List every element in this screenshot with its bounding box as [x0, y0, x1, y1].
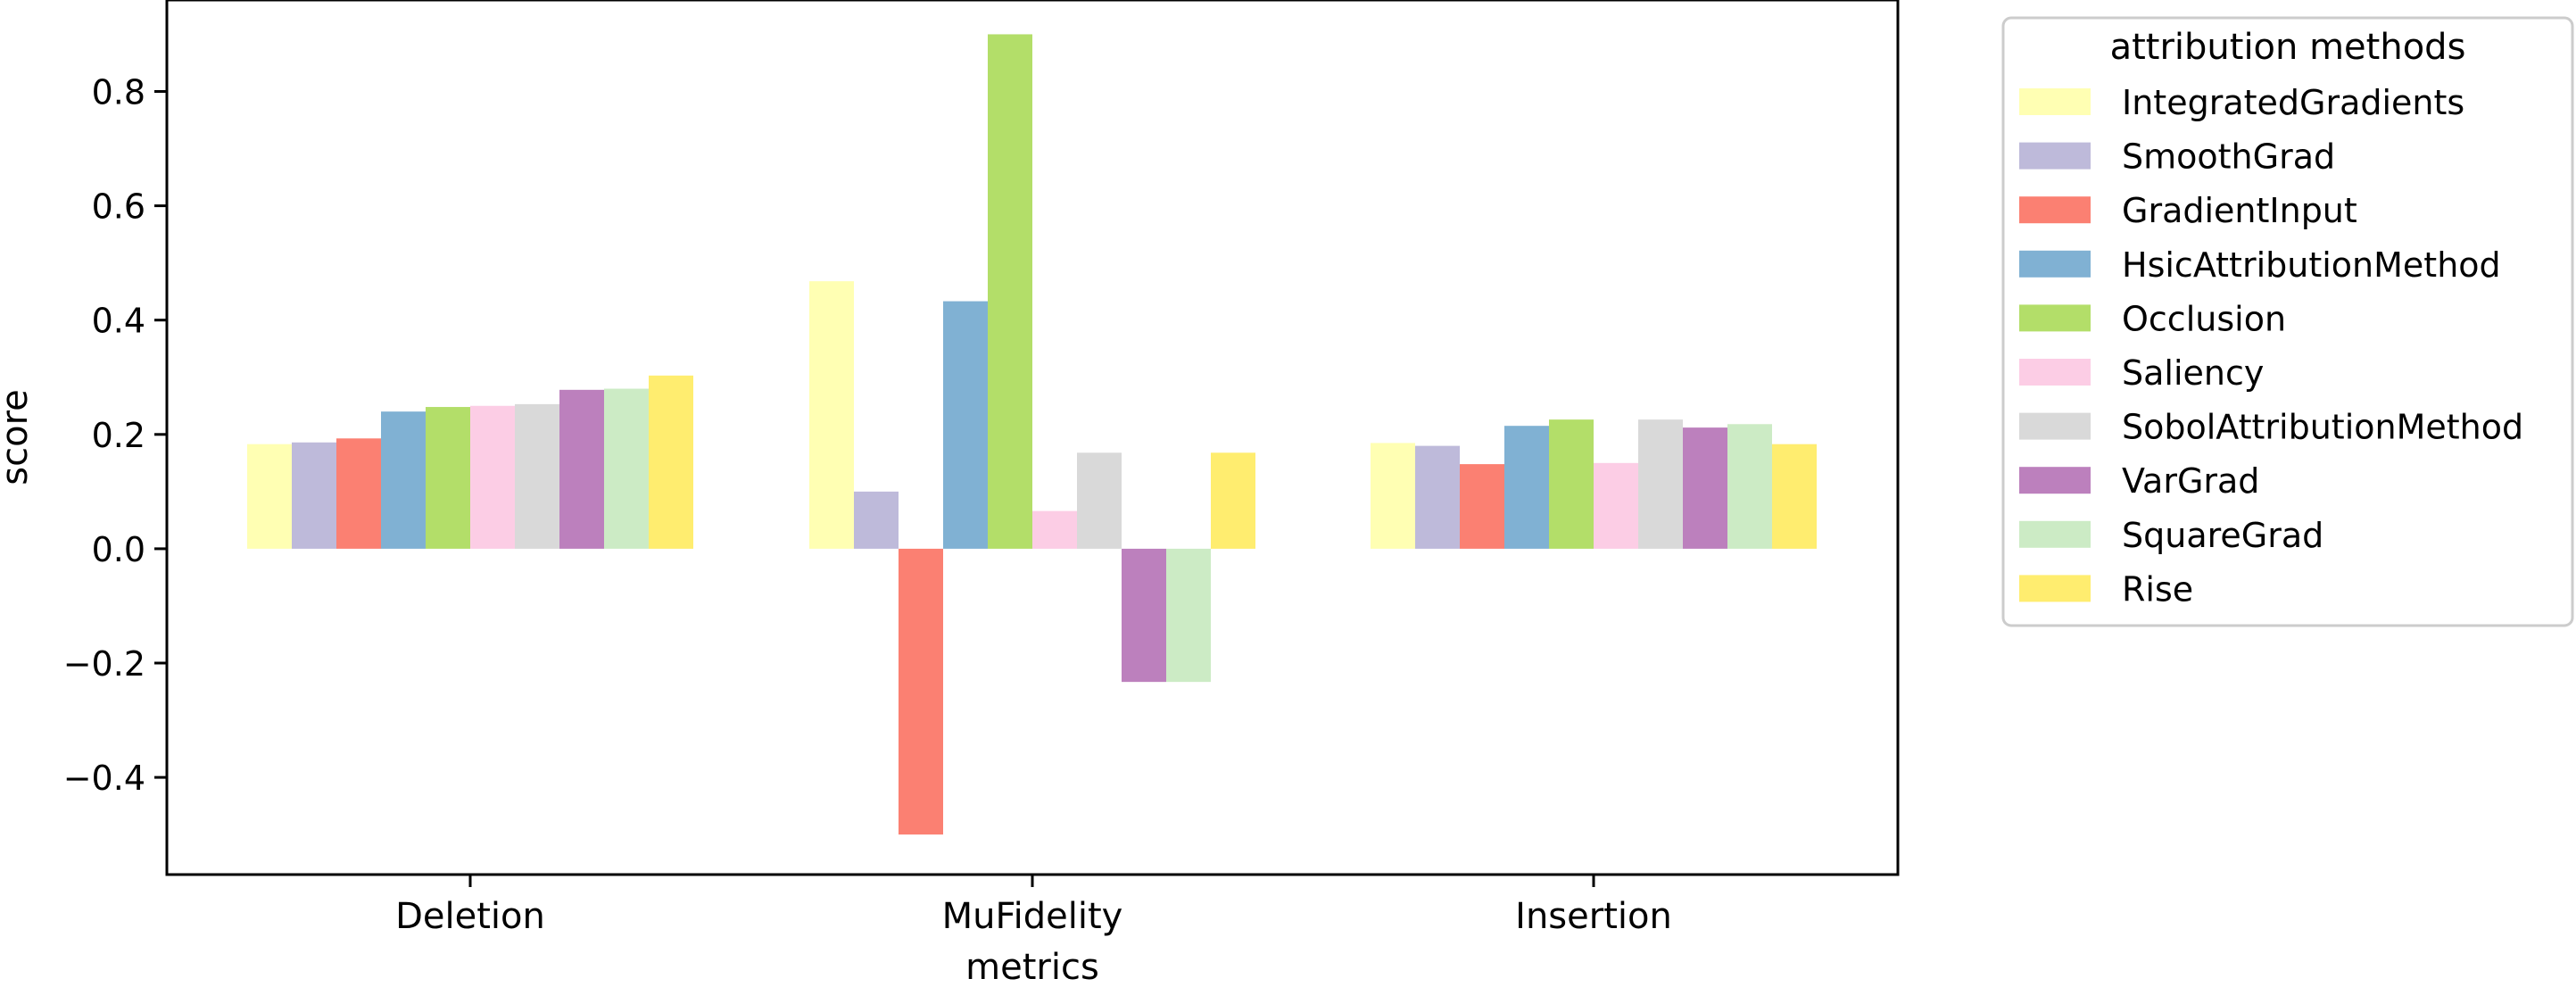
legend-label: HsicAttributionMethod	[2122, 245, 2501, 285]
y-tick-label: 0.2	[92, 416, 145, 455]
y-axis: −0.4 −0.2 0.0 0.2 0.4 0.6 0.8	[63, 72, 167, 798]
y-tick-label: 0.0	[92, 530, 145, 569]
bar	[426, 407, 470, 549]
legend-swatch	[2019, 575, 2091, 602]
legend-swatch	[2019, 142, 2091, 170]
x-tick-label: Deletion	[395, 896, 545, 937]
legend-swatch	[2019, 304, 2091, 332]
bar	[1460, 464, 1504, 549]
y-tick-label: 0.6	[92, 187, 145, 227]
bar	[809, 281, 854, 549]
legend-label: Saliency	[2122, 353, 2264, 393]
bar	[1594, 462, 1638, 549]
y-axis-label: score	[0, 389, 36, 485]
legend-swatch	[2019, 196, 2091, 224]
x-axis: Deletion MuFidelity Insertion	[395, 875, 1672, 937]
bar	[1772, 444, 1817, 549]
legend: attribution methods IntegratedGradients S…	[2001, 16, 2574, 627]
bar	[1211, 452, 1255, 549]
legend-swatch	[2019, 359, 2091, 386]
x-tick-label: MuFidelity	[942, 896, 1123, 937]
legend-title: attribution methods	[2110, 27, 2466, 68]
legend-swatch	[2019, 467, 2091, 494]
bar	[854, 491, 899, 549]
legend-label: Rise	[2122, 569, 2193, 609]
y-tick-label: −0.4	[63, 759, 145, 798]
y-tick-label: 0.8	[92, 72, 145, 112]
bar	[247, 444, 292, 549]
legend-label: SobolAttributionMethod	[2122, 408, 2523, 447]
legend-items: IntegratedGradients SmoothGrad GradientInp…	[2019, 83, 2523, 609]
bar	[1415, 445, 1460, 549]
bar	[1122, 548, 1166, 683]
bar	[1077, 452, 1122, 549]
bar	[1504, 426, 1549, 549]
legend-label: Occlusion	[2122, 299, 2286, 338]
bar	[1549, 419, 1594, 549]
bar	[1727, 424, 1772, 549]
bar	[988, 34, 1032, 549]
bar	[1032, 510, 1077, 549]
bar	[1166, 548, 1211, 683]
bar	[604, 388, 649, 549]
legend-label: SquareGrad	[2122, 516, 2323, 555]
legend-swatch	[2019, 250, 2091, 278]
bar	[336, 438, 381, 549]
bar	[943, 301, 988, 549]
bar	[899, 548, 943, 835]
bar	[1371, 443, 1415, 549]
legend-swatch	[2019, 88, 2091, 115]
bar	[470, 405, 515, 549]
x-axis-label: metrics	[965, 947, 1099, 987]
x-tick-label: Insertion	[1515, 896, 1672, 937]
legend-swatch	[2019, 412, 2091, 440]
bar	[292, 442, 336, 549]
y-tick-label: −0.2	[63, 644, 145, 684]
y-tick-label: 0.4	[92, 302, 145, 341]
bar	[649, 375, 693, 549]
bar	[1638, 419, 1683, 549]
bars-layer	[247, 34, 1817, 835]
bar	[559, 389, 604, 549]
bar	[515, 403, 559, 549]
legend-label: SmoothGrad	[2122, 137, 2335, 177]
bar	[381, 411, 426, 549]
legend-label: VarGrad	[2122, 461, 2259, 501]
legend-frame	[2001, 16, 2574, 627]
legend-label: GradientInput	[2122, 191, 2357, 230]
bar	[1683, 427, 1727, 549]
legend-label: IntegratedGradients	[2122, 83, 2464, 122]
legend-swatch	[2019, 520, 2091, 548]
